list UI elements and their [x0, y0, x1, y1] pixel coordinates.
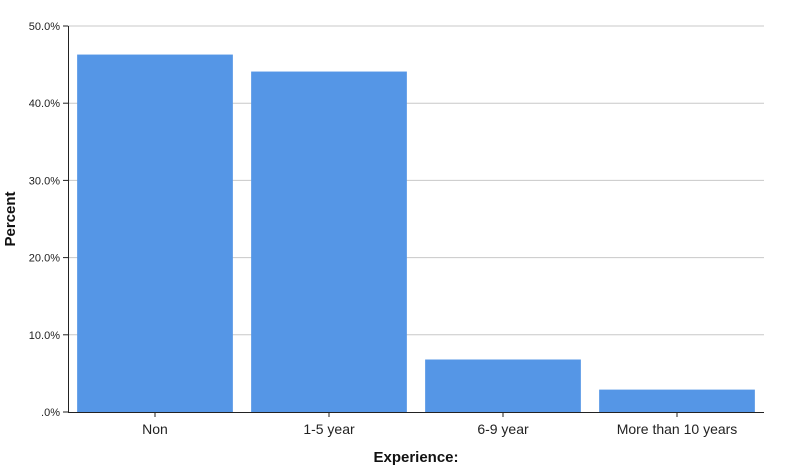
bar [77, 54, 233, 413]
y-tick-label: 20.0% [29, 253, 60, 265]
y-axis-ticks: .0% 10.0% 20.0% 30.0% 40.0% 50.0% [29, 21, 68, 419]
y-tick-label: .0% [41, 407, 60, 419]
bars [77, 54, 755, 413]
x-axis-ticks: Non 1-5 year 6-9 year More than 10 years [142, 412, 737, 437]
y-axis-title: Percent [2, 191, 19, 246]
x-tick-label: Non [142, 421, 168, 437]
y-tick-label: 40.0% [29, 98, 60, 110]
x-axis-title: Experience: [373, 449, 458, 466]
y-tick-label: 10.0% [29, 330, 60, 342]
bar [425, 359, 581, 412]
bar [251, 71, 407, 412]
bar [599, 389, 755, 412]
x-tick-label: 1-5 year [303, 421, 355, 437]
x-tick-label: More than 10 years [617, 421, 738, 437]
y-tick-label: 50.0% [29, 21, 60, 33]
y-tick-label: 30.0% [29, 175, 60, 187]
x-tick-label: 6-9 year [477, 421, 529, 437]
